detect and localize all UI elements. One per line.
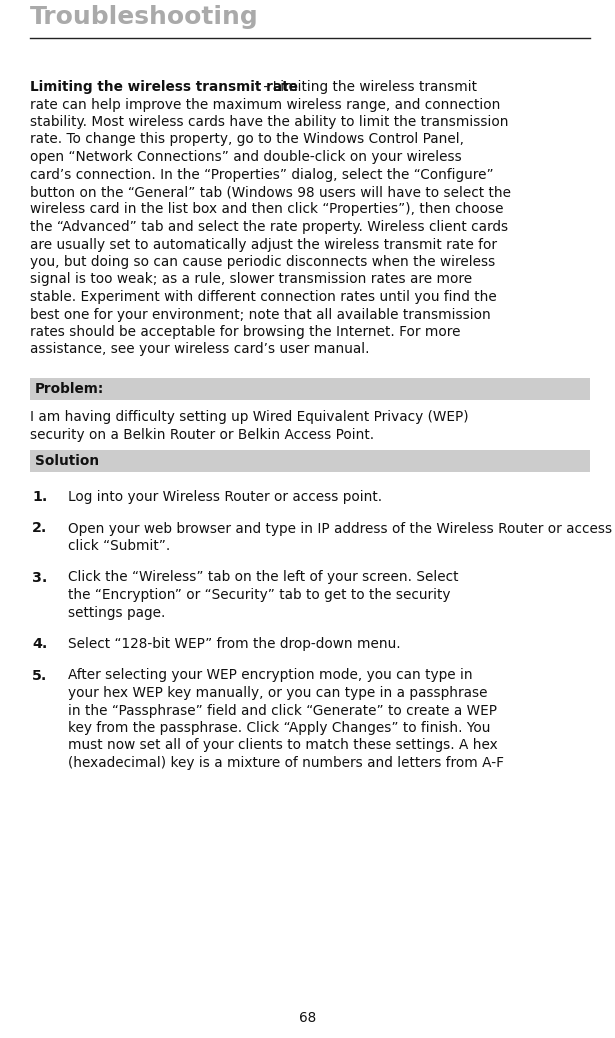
- Text: rate can help improve the maximum wireless range, and connection: rate can help improve the maximum wirele…: [30, 98, 501, 111]
- Text: Solution: Solution: [35, 454, 99, 468]
- Text: stable. Experiment with different connection rates until you find the: stable. Experiment with different connec…: [30, 290, 497, 304]
- Text: - Limiting the wireless transmit: - Limiting the wireless transmit: [260, 80, 477, 94]
- Text: (hexadecimal) key is a mixture of numbers and letters from A-F: (hexadecimal) key is a mixture of number…: [68, 756, 504, 770]
- Text: 5.: 5.: [32, 668, 47, 683]
- Text: click “Submit”.: click “Submit”.: [68, 539, 170, 553]
- Text: Log into your Wireless Router or access point.: Log into your Wireless Router or access …: [68, 490, 382, 504]
- Text: After selecting your WEP encryption mode, you can type in: After selecting your WEP encryption mode…: [68, 668, 472, 683]
- Text: key from the passphrase. Click “Apply Changes” to finish. You: key from the passphrase. Click “Apply Ch…: [68, 721, 490, 735]
- Text: wireless card in the list box and then click “Properties”), then choose: wireless card in the list box and then c…: [30, 202, 504, 217]
- Text: button on the “General” tab (Windows 98 users will have to select the: button on the “General” tab (Windows 98 …: [30, 185, 511, 199]
- Text: signal is too weak; as a rule, slower transmission rates are more: signal is too weak; as a rule, slower tr…: [30, 273, 472, 286]
- Text: best one for your environment; note that all available transmission: best one for your environment; note that…: [30, 307, 491, 322]
- Text: 3.: 3.: [32, 571, 47, 584]
- Text: open “Network Connections” and double-click on your wireless: open “Network Connections” and double-cl…: [30, 151, 462, 164]
- Text: the “Encryption” or “Security” tab to get to the security: the “Encryption” or “Security” tab to ge…: [68, 588, 451, 602]
- Text: I am having difficulty setting up Wired Equivalent Privacy (WEP): I am having difficulty setting up Wired …: [30, 410, 469, 424]
- Text: the “Advanced” tab and select the rate property. Wireless client cards: the “Advanced” tab and select the rate p…: [30, 220, 508, 234]
- Text: rate. To change this property, go to the Windows Control Panel,: rate. To change this property, go to the…: [30, 133, 464, 146]
- Bar: [30, 378, 590, 400]
- Text: your hex WEP key manually, or you can type in a passphrase: your hex WEP key manually, or you can ty…: [68, 686, 488, 700]
- Text: Problem:: Problem:: [35, 382, 105, 397]
- Text: Limiting the wireless transmit rate: Limiting the wireless transmit rate: [30, 80, 298, 94]
- Text: card’s connection. In the “Properties” dialog, select the “Configure”: card’s connection. In the “Properties” d…: [30, 167, 494, 182]
- Text: must now set all of your clients to match these settings. A hex: must now set all of your clients to matc…: [68, 738, 498, 753]
- Text: stability. Most wireless cards have the ability to limit the transmission: stability. Most wireless cards have the …: [30, 115, 509, 129]
- Text: 68: 68: [299, 1011, 316, 1025]
- Text: settings page.: settings page.: [68, 605, 165, 620]
- Text: Select “128-bit WEP” from the drop-down menu.: Select “128-bit WEP” from the drop-down …: [68, 637, 400, 651]
- Text: Troubleshooting: Troubleshooting: [30, 5, 259, 29]
- Text: you, but doing so can cause periodic disconnects when the wireless: you, but doing so can cause periodic dis…: [30, 255, 495, 269]
- Text: assistance, see your wireless card’s user manual.: assistance, see your wireless card’s use…: [30, 343, 370, 356]
- Text: Open your web browser and type in IP address of the Wireless Router or access po: Open your web browser and type in IP add…: [68, 521, 615, 536]
- Text: rates should be acceptable for browsing the Internet. For more: rates should be acceptable for browsing …: [30, 325, 461, 339]
- Text: 1.: 1.: [32, 490, 47, 504]
- Text: are usually set to automatically adjust the wireless transmit rate for: are usually set to automatically adjust …: [30, 238, 497, 251]
- Text: 2.: 2.: [32, 521, 47, 536]
- Text: Click the “Wireless” tab on the left of your screen. Select: Click the “Wireless” tab on the left of …: [68, 571, 459, 584]
- Text: 4.: 4.: [32, 637, 47, 651]
- Text: in the “Passphrase” field and click “Generate” to create a WEP: in the “Passphrase” field and click “Gen…: [68, 704, 497, 717]
- Bar: [30, 450, 590, 472]
- Text: security on a Belkin Router or Belkin Access Point.: security on a Belkin Router or Belkin Ac…: [30, 428, 374, 441]
